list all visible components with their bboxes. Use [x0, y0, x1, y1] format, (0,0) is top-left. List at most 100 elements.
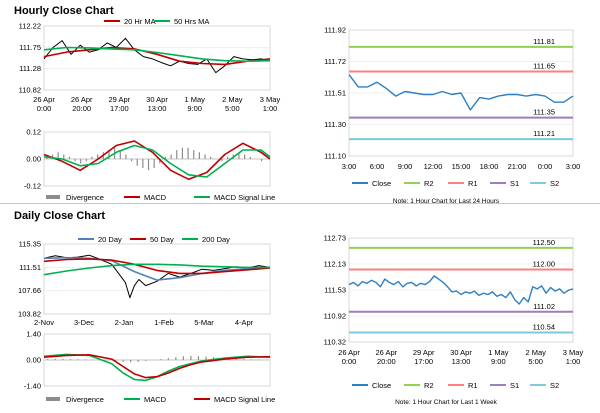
daily-macd-series-1 [43, 353, 271, 379]
hourly-price-frame [43, 25, 271, 91]
hourly-price-y-tick: 110.82 [19, 86, 41, 95]
hourly-macd-y-tick: -0.12 [24, 182, 41, 191]
daily-price-series-0 [43, 254, 271, 299]
hourly-levels-x-label: 15:00 [452, 162, 471, 171]
hourly-price-x-label: 0:00 [37, 104, 52, 113]
hourly-levels-level-label: 111.81 [533, 37, 555, 46]
hourly-price-x-label: 2 May [222, 95, 243, 104]
hourly-macd-legend-label: MACD Signal Line [214, 193, 275, 202]
hourly-levels-y-tick: 111.51 [324, 89, 346, 98]
hourly-levels-x-label: 21:00 [508, 162, 527, 171]
hourly-levels-y-tick: 111.92 [324, 26, 346, 35]
hourly-macd-legend-label: Divergence [66, 193, 104, 202]
hourly-price-series-2 [43, 46, 271, 63]
hourly-price-series-1 [43, 46, 271, 66]
hourly-price-legend-label: 20 Hr MA [124, 17, 156, 26]
daily-price-y-tick: 111.51 [19, 263, 41, 272]
hourly-macd-y-tick: 0.00 [26, 155, 41, 164]
daily-price-series-3 [43, 263, 270, 276]
hourly-levels-legend-label: R2 [424, 179, 434, 188]
hourly-price-x-label: 26 Apr [33, 95, 55, 104]
daily-levels-legend-label: S1 [510, 381, 519, 390]
daily-levels-level-label: 112.50 [533, 238, 555, 247]
daily-levels-close-line [348, 275, 574, 305]
daily-levels-legend-label: Close [372, 381, 391, 390]
daily-price-y-tick: 107.66 [18, 286, 41, 295]
daily-levels-x-label: 9:00 [491, 357, 506, 366]
daily-levels-x-label: 30 Apr [450, 348, 472, 357]
daily-levels-x-label: 20:00 [377, 357, 396, 366]
hourly-price-x-label: 1 May [184, 95, 205, 104]
daily-levels-x-label: 0:00 [342, 357, 357, 366]
hourly-price-series-0 [43, 37, 271, 74]
daily-levels-note: Note: 1 Hour Chart for Last 1 Week [395, 399, 498, 406]
daily-levels-legend-label: S2 [550, 381, 559, 390]
hourly-price-x-label: 29 Apr [108, 95, 130, 104]
daily-levels-y-tick: 110.32 [324, 338, 346, 347]
hourly-levels-legend-label: Close [372, 179, 391, 188]
daily-price-legend-label: 200 Day [202, 235, 230, 244]
daily-levels-x-label: 17:00 [414, 357, 433, 366]
daily-levels-level-label: 112.00 [533, 260, 555, 269]
daily-levels-x-label: 2 May [525, 348, 546, 357]
hourly-price-x-label: 1:00 [263, 104, 278, 113]
hourly-levels-x-label: 3:00 [342, 162, 357, 171]
hourly-levels-x-label: 18:00 [480, 162, 499, 171]
daily-levels-y-tick: 110.92 [324, 312, 346, 321]
hourly-price-x-label: 30 Apr [146, 95, 168, 104]
hourly-price-y-tick: 112.22 [19, 22, 41, 31]
daily-levels-x-label: 3 May [563, 348, 584, 357]
daily-levels-y-tick: 111.53 [324, 286, 346, 295]
hourly-levels-y-tick: 111.30 [324, 120, 346, 129]
daily-levels-y-tick: 112.73 [324, 234, 346, 243]
hourly-price-x-label: 20:00 [72, 104, 91, 113]
daily-macd-y-tick: 1.40 [26, 330, 41, 339]
hourly-price-y-tick: 111.28 [19, 64, 41, 73]
hourly-macd-swatch [46, 195, 60, 199]
daily-price-x-label: 1-Feb [154, 318, 174, 327]
hourly-macd-series-0 [43, 140, 271, 181]
hourly-price-x-label: 13:00 [148, 104, 167, 113]
hourly-levels-y-tick: 111.10 [324, 152, 346, 161]
hourly-chart-title: Hourly Close Chart [14, 5, 114, 17]
hourly-macd-series-1 [43, 144, 271, 178]
hourly-levels-y-tick: 111.72 [324, 57, 346, 66]
daily-levels-x-label: 1:00 [566, 357, 581, 366]
daily-levels-x-label: 26 Apr [375, 348, 397, 357]
daily-price-series-1 [43, 256, 271, 281]
hourly-levels-x-label: 6:00 [370, 162, 385, 171]
daily-levels-x-label: 5:00 [528, 357, 543, 366]
daily-levels-level-label: 111.02 [533, 302, 555, 311]
daily-price-x-label: 5-Mar [194, 318, 214, 327]
hourly-levels-note: Note: 1 Hour Chart for Last 24 Hours [393, 198, 500, 205]
daily-levels-legend-label: R2 [424, 381, 434, 390]
daily-levels-x-label: 13:00 [452, 357, 471, 366]
hourly-levels-legend-label: S1 [510, 179, 519, 188]
daily-levels-y-tick: 112.13 [324, 260, 346, 269]
hourly-price-x-label: 9:00 [187, 104, 202, 113]
daily-levels-legend-label: R1 [468, 381, 478, 390]
hourly-levels-close-line [348, 74, 574, 111]
section-divider [0, 203, 600, 204]
daily-macd-legend-label: MACD Signal Line [214, 395, 275, 404]
daily-price-series-2 [43, 258, 271, 275]
daily-price-x-label: 4-Apr [235, 318, 254, 327]
hourly-price-x-label: 5:00 [225, 104, 240, 113]
hourly-levels-x-label: 12:00 [424, 162, 443, 171]
hourly-price-x-label: 26 Apr [71, 95, 93, 104]
hourly-levels-x-label: 0:00 [538, 162, 553, 171]
daily-macd-legend-label: MACD [144, 395, 167, 404]
hourly-price-y-tick: 111.75 [19, 43, 41, 52]
daily-price-x-label: 2-Nov [34, 318, 54, 327]
hourly-macd-legend-label: MACD [144, 193, 167, 202]
daily-chart-title: Daily Close Chart [14, 210, 106, 222]
hourly-price-x-label: 3 May [260, 95, 281, 104]
daily-macd-y-tick: -1.40 [24, 382, 41, 391]
daily-macd-swatch [46, 397, 60, 401]
hourly-levels-level-label: 111.21 [533, 129, 555, 138]
daily-price-y-tick: 115.35 [19, 240, 41, 249]
daily-price-frame [43, 243, 271, 315]
daily-levels-level-label: 110.54 [533, 323, 555, 332]
hourly-price-x-label: 17:00 [110, 104, 129, 113]
